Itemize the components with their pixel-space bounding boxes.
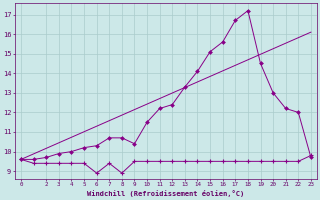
X-axis label: Windchill (Refroidissement éolien,°C): Windchill (Refroidissement éolien,°C) [87,190,244,197]
